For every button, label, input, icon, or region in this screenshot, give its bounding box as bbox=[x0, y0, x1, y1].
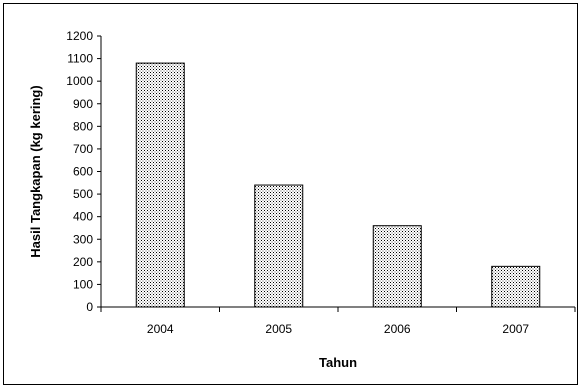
y-tick-label: 0 bbox=[86, 300, 93, 314]
x-tick-label: 2005 bbox=[265, 322, 292, 336]
bar-2005 bbox=[254, 184, 304, 308]
x-tick-label: 2006 bbox=[384, 322, 411, 336]
bar-2007 bbox=[491, 265, 541, 308]
y-axis-ticks: 0 100 200 300 400 500 600 700 800 900 1000 1100 1200 bbox=[66, 29, 101, 314]
x-axis-title: Tahun bbox=[319, 355, 357, 370]
y-tick-label: 1000 bbox=[66, 74, 93, 88]
y-tick-label: 1200 bbox=[66, 29, 93, 43]
y-tick-label: 1100 bbox=[67, 52, 93, 66]
y-tick-label: 700 bbox=[73, 142, 93, 156]
x-tick-label: 2007 bbox=[502, 322, 529, 336]
bar-2006 bbox=[372, 225, 422, 308]
y-tick-label: 100 bbox=[73, 277, 93, 291]
x-axis-ticks: 2004 2005 2006 2007 bbox=[100, 307, 576, 336]
y-tick-label: 600 bbox=[73, 165, 93, 179]
y-tick-label: 900 bbox=[73, 97, 93, 111]
bars-group bbox=[135, 62, 541, 308]
y-tick-label: 800 bbox=[73, 119, 93, 133]
y-tick-label: 200 bbox=[73, 255, 93, 269]
y-tick-label: 500 bbox=[73, 187, 93, 201]
y-tick-label: 400 bbox=[73, 210, 93, 224]
x-tick-label: 2004 bbox=[147, 322, 174, 336]
bar-2004 bbox=[135, 62, 185, 308]
y-axis-title: Hasil Tangkapan (kg kering) bbox=[28, 85, 43, 257]
y-tick-label: 300 bbox=[73, 232, 93, 246]
